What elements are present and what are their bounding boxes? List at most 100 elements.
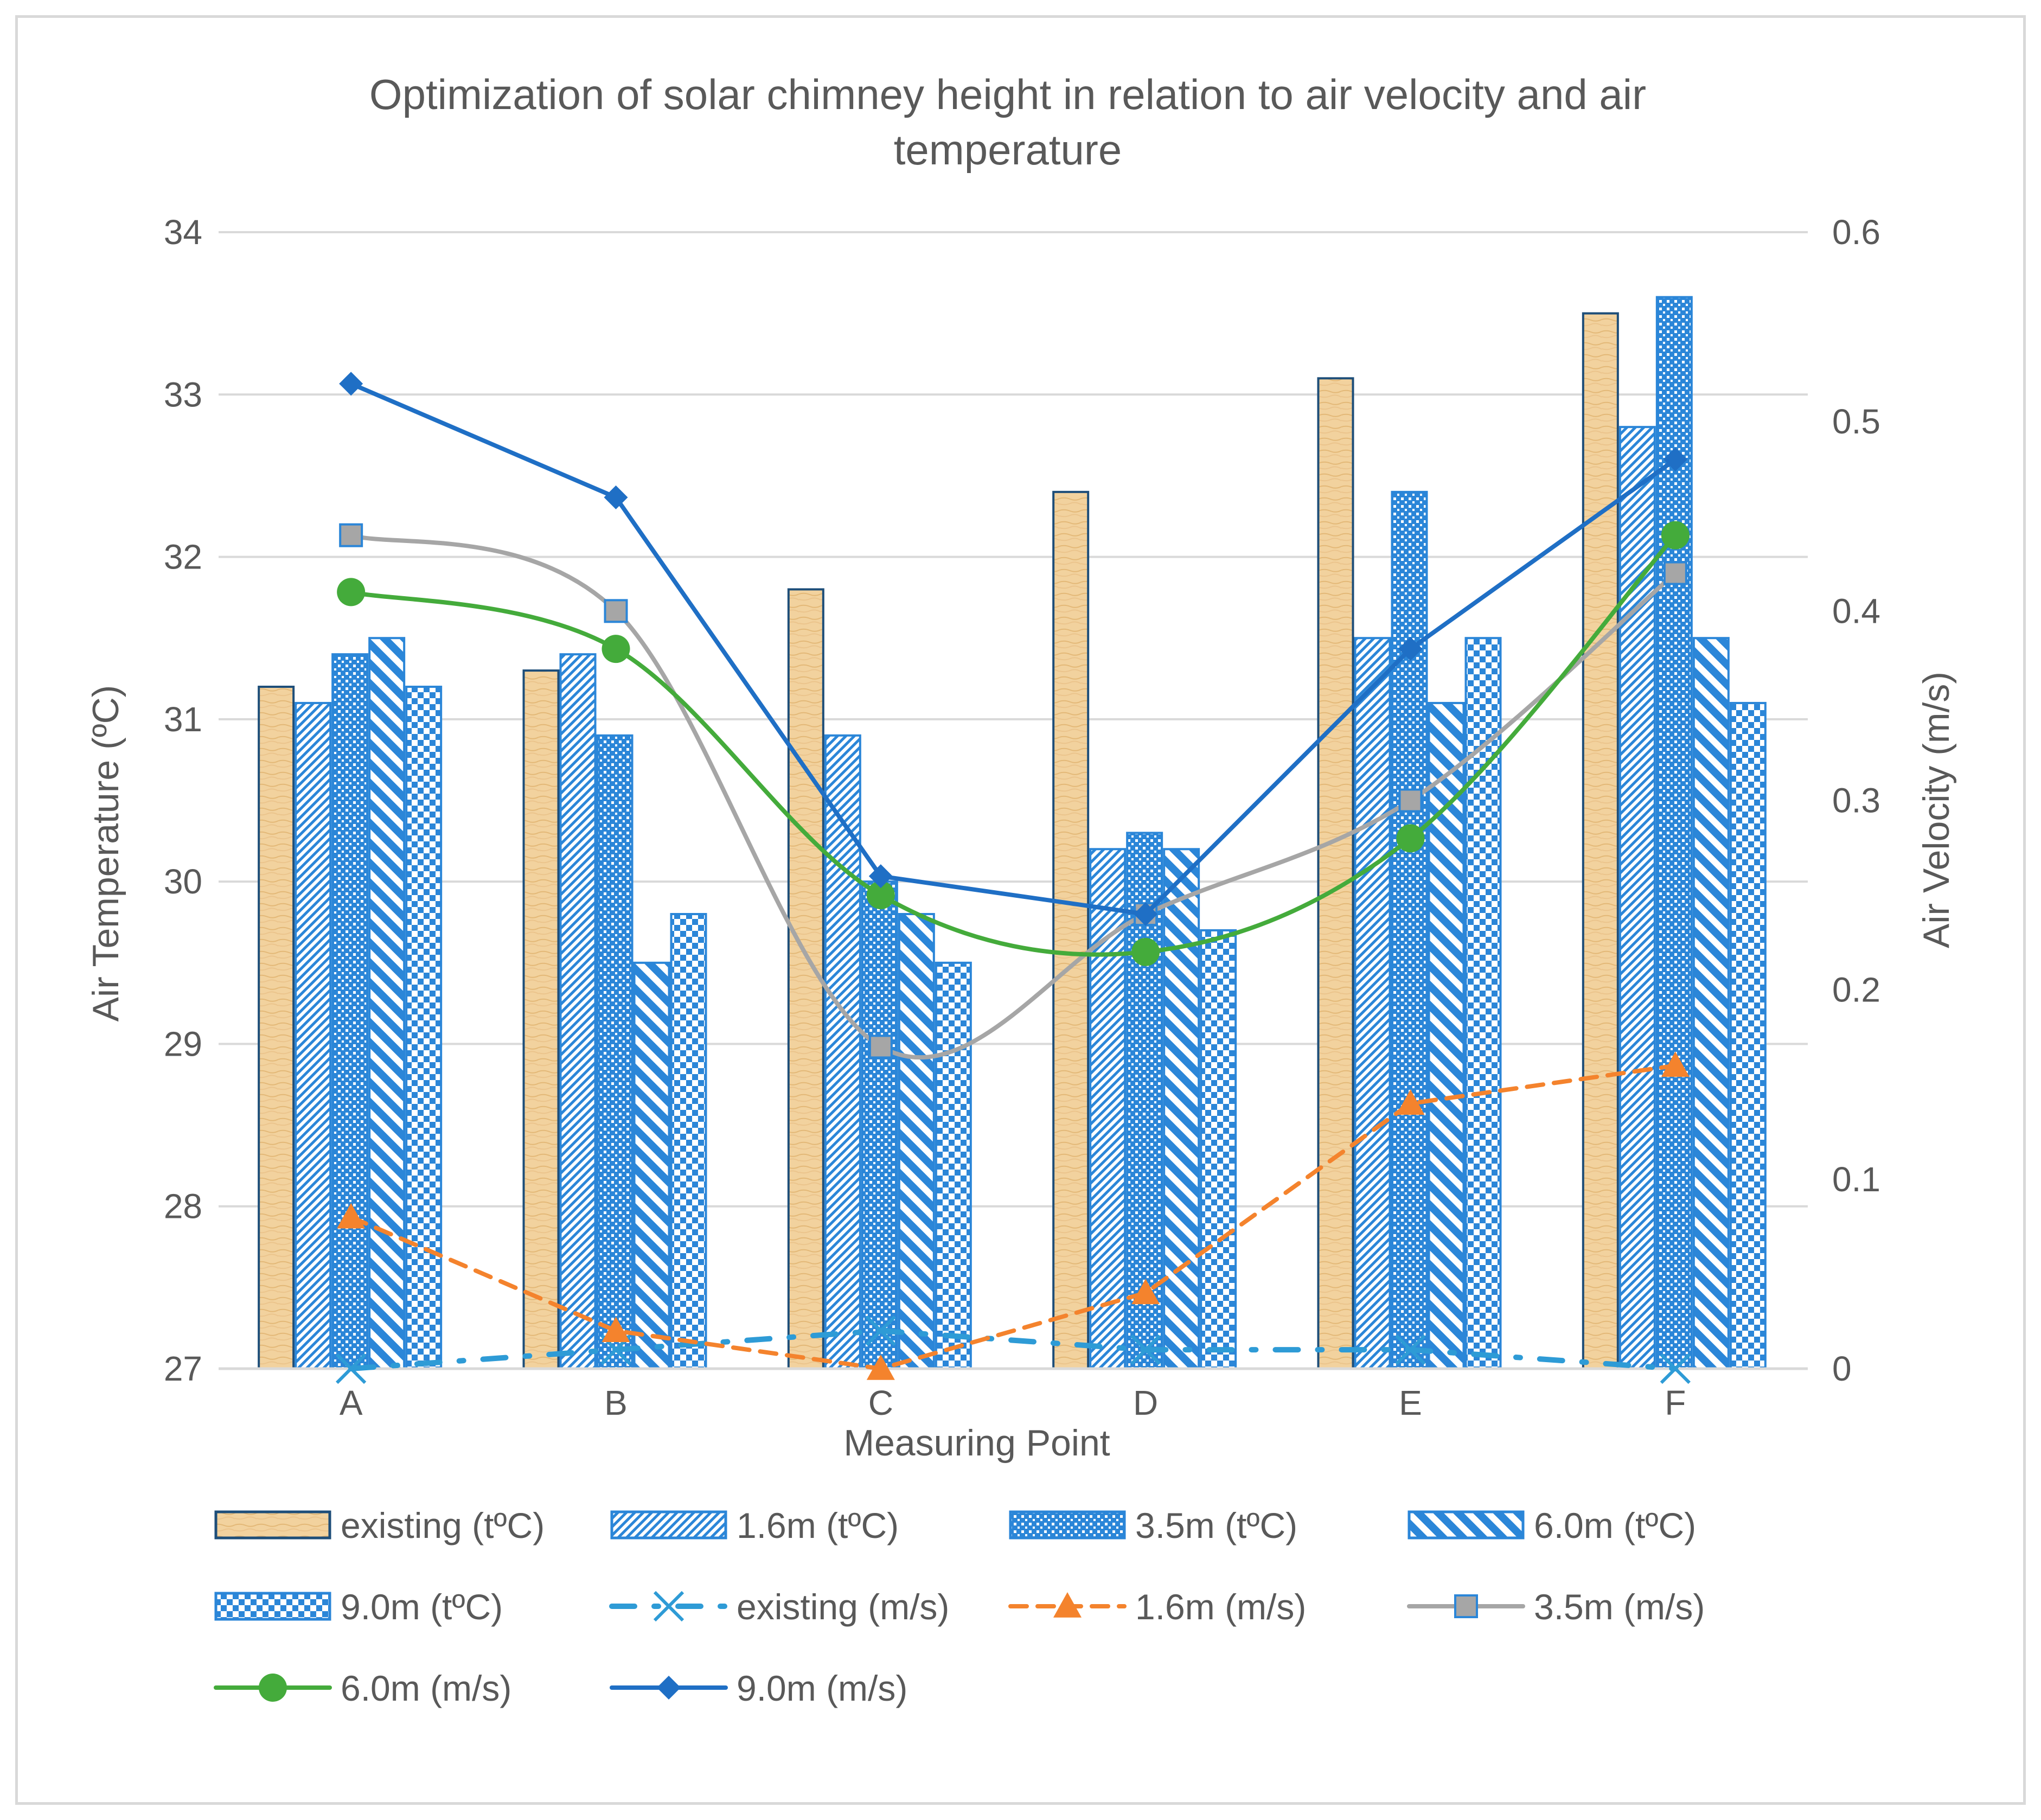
point-1-6m-c bbox=[866, 1355, 895, 1380]
bar-diag-fine-c bbox=[824, 734, 861, 1370]
x-axis-ticks: A B C D E F bbox=[340, 1383, 1686, 1422]
point-existing-e bbox=[1395, 1334, 1426, 1365]
bar-checker-d bbox=[1200, 929, 1237, 1370]
point-9-0m-d bbox=[1134, 902, 1158, 926]
bar-existing-b bbox=[522, 669, 560, 1370]
legend-swatch bbox=[214, 1510, 331, 1540]
line-3-5m-velocity bbox=[349, 533, 1678, 1060]
y-tick-label: 28 bbox=[164, 1187, 202, 1226]
bar-dots-a bbox=[331, 653, 369, 1370]
marker-stroke bbox=[653, 1591, 684, 1622]
y2-tick-label: 0 bbox=[1832, 1349, 1852, 1388]
y-tick-label: 29 bbox=[164, 1024, 202, 1063]
y2-axis-title: Air Velocity (m/s) bbox=[1916, 672, 1957, 948]
legend-label: 3.5m (tºC) bbox=[1135, 1505, 1297, 1546]
y-tick-label: 32 bbox=[164, 538, 202, 577]
point-9-0m-b bbox=[604, 485, 628, 509]
legend-swatch bbox=[610, 1510, 727, 1540]
marker-stroke bbox=[1660, 1353, 1691, 1384]
bar-checker-c bbox=[935, 961, 972, 1370]
legend-marker bbox=[1454, 1594, 1478, 1618]
point-1-6m-b bbox=[602, 1317, 630, 1342]
x-tick-label: C bbox=[868, 1383, 893, 1422]
y-tick-label: 33 bbox=[164, 375, 202, 414]
bar-existing-e bbox=[1317, 377, 1354, 1370]
point-3-5m-b bbox=[604, 599, 628, 623]
legend-entry: existing (tºC) bbox=[214, 1505, 545, 1546]
point-9-0m-c bbox=[868, 864, 893, 889]
y-tick-label: 31 bbox=[164, 700, 202, 739]
legend-entry: 1.6m (m/s) bbox=[1008, 1587, 1306, 1627]
marker-stroke bbox=[336, 1353, 367, 1384]
y2-axis-ticks: 0 0.1 0.2 0.3 0.4 0.5 0.6 bbox=[1832, 213, 1880, 1388]
legend-marker bbox=[653, 1591, 684, 1622]
bar-checker-b bbox=[670, 913, 707, 1370]
legend-label: 9.0m (m/s) bbox=[737, 1668, 907, 1708]
legend-swatch bbox=[1407, 1510, 1525, 1540]
x-tick-label: A bbox=[340, 1383, 363, 1422]
x-tick-label: B bbox=[604, 1383, 628, 1422]
point-3-5m-c bbox=[868, 1034, 893, 1059]
legend-marker bbox=[259, 1674, 287, 1702]
chart-title-line-2: temperature bbox=[894, 126, 1122, 174]
bar-diag-fine-b bbox=[559, 653, 597, 1370]
bar-dots-b bbox=[596, 734, 634, 1370]
bar-diag-wide-b bbox=[633, 961, 670, 1370]
legend-entry: 9.0m (tºC) bbox=[214, 1587, 503, 1627]
chart-canvas: Optimization of solar chimney height in … bbox=[85, 71, 1957, 1708]
velocity-lines bbox=[336, 372, 1691, 1384]
x-tick-label: D bbox=[1133, 1383, 1158, 1422]
bar-dots-f bbox=[1655, 296, 1693, 1370]
bar-diag-fine-a bbox=[295, 701, 332, 1370]
bar-checker-f bbox=[1729, 701, 1767, 1370]
legend-entry: 6.0m (m/s) bbox=[214, 1668, 511, 1708]
bar-diag-wide-d bbox=[1163, 848, 1200, 1370]
point-6-0m-e bbox=[1396, 824, 1425, 853]
legend-label: existing (tºC) bbox=[341, 1505, 545, 1546]
point-3-5m-e bbox=[1398, 788, 1423, 813]
legend-entry: 9.0m (m/s) bbox=[610, 1668, 907, 1708]
y-tick-label: 30 bbox=[164, 862, 202, 901]
point-existing-f bbox=[1660, 1353, 1691, 1384]
y2-tick-label: 0.6 bbox=[1832, 213, 1880, 252]
bar-existing-f bbox=[1582, 312, 1619, 1370]
bar-diag-wide-a bbox=[368, 637, 406, 1370]
y2-tick-label: 0.5 bbox=[1832, 402, 1880, 441]
line-1-6m-velocity bbox=[349, 1063, 1678, 1371]
legend-label: 6.0m (m/s) bbox=[341, 1668, 511, 1708]
point-1-6m-f bbox=[1661, 1051, 1690, 1077]
point-6-0m-a bbox=[337, 578, 366, 606]
marker-stroke bbox=[1395, 1334, 1426, 1365]
bar-diag-wide-c bbox=[898, 913, 935, 1370]
chart-title-line-1: Optimization of solar chimney height in … bbox=[369, 71, 1646, 118]
bar-dots-c bbox=[861, 880, 898, 1370]
legend-swatch bbox=[1009, 1510, 1126, 1540]
y-axis-title: Air Temperature (ºC) bbox=[85, 685, 126, 1022]
marker-stroke bbox=[1130, 1334, 1161, 1365]
bar-diag-wide-e bbox=[1428, 701, 1465, 1370]
line-9-0m-velocity bbox=[349, 381, 1678, 916]
legend-label: 1.6m (tºC) bbox=[737, 1505, 899, 1546]
line-existing-velocity bbox=[348, 1328, 1678, 1371]
y2-tick-label: 0.3 bbox=[1832, 781, 1880, 820]
bar-checker-e bbox=[1464, 637, 1502, 1370]
x-tick-label: F bbox=[1665, 1383, 1686, 1422]
legend-label: 9.0m (tºC) bbox=[341, 1587, 503, 1627]
bar-existing-a bbox=[258, 686, 295, 1370]
line-6-0m-velocity bbox=[349, 533, 1678, 957]
point-1-6m-e bbox=[1396, 1089, 1425, 1115]
legend-swatch bbox=[214, 1592, 331, 1621]
point-6-0m-d bbox=[1131, 937, 1160, 966]
point-existing-d bbox=[1130, 1334, 1161, 1365]
x-axis-title: Measuring Point bbox=[843, 1422, 1110, 1464]
bar-diag-wide-f bbox=[1692, 637, 1730, 1370]
point-existing-c bbox=[865, 1315, 896, 1346]
legend-entry: 3.5m (tºC) bbox=[1009, 1505, 1297, 1546]
point-9-0m-a bbox=[339, 372, 363, 396]
legend-label: 6.0m (tºC) bbox=[1534, 1505, 1696, 1546]
bar-existing-d bbox=[1052, 490, 1090, 1370]
point-9-0m-e bbox=[1398, 637, 1423, 661]
point-6-0m-b bbox=[602, 635, 630, 663]
bar-checker-a bbox=[405, 686, 443, 1370]
point-3-5m-a bbox=[339, 523, 363, 547]
